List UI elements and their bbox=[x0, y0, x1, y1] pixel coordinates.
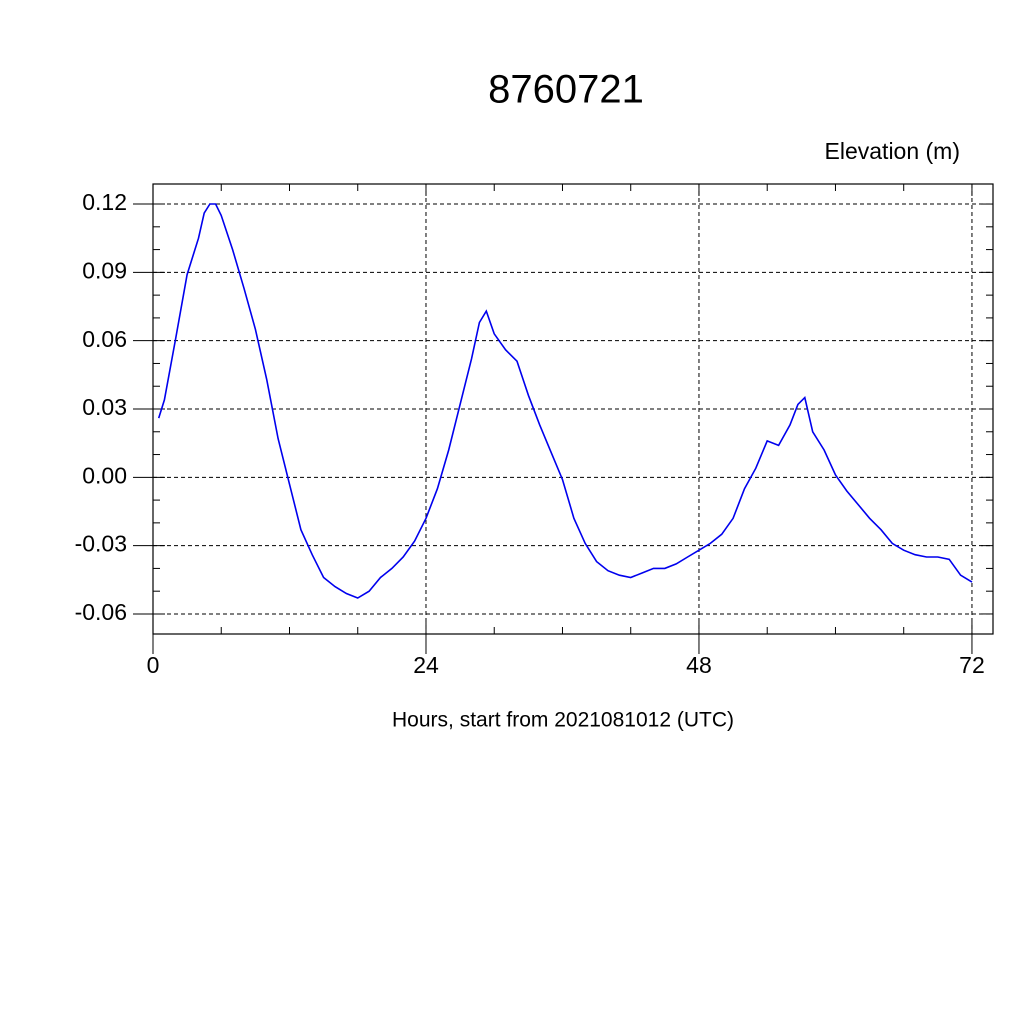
y-tick-label: 0.12 bbox=[82, 189, 127, 215]
y-tick-label: 0.06 bbox=[82, 326, 127, 352]
x-axis-label: Hours, start from 2021081012 (UTC) bbox=[392, 709, 734, 732]
data-line bbox=[157, 203, 973, 599]
plot-frame bbox=[152, 183, 994, 635]
y-axis-label: Elevation (m) bbox=[825, 138, 960, 164]
x-tick-label: 72 bbox=[959, 652, 985, 678]
y-tick-label: 0.09 bbox=[82, 257, 127, 283]
x-tick-label: 48 bbox=[686, 652, 712, 678]
y-tick-label: -0.06 bbox=[75, 599, 127, 625]
x-tick-label: 24 bbox=[413, 652, 439, 678]
y-tick-label: 0.00 bbox=[82, 462, 127, 488]
y-tick-label: 0.03 bbox=[82, 394, 127, 420]
chart-title: 8760721 bbox=[488, 68, 644, 112]
x-tick-label: 0 bbox=[147, 652, 160, 678]
y-tick-label: -0.03 bbox=[75, 531, 127, 557]
